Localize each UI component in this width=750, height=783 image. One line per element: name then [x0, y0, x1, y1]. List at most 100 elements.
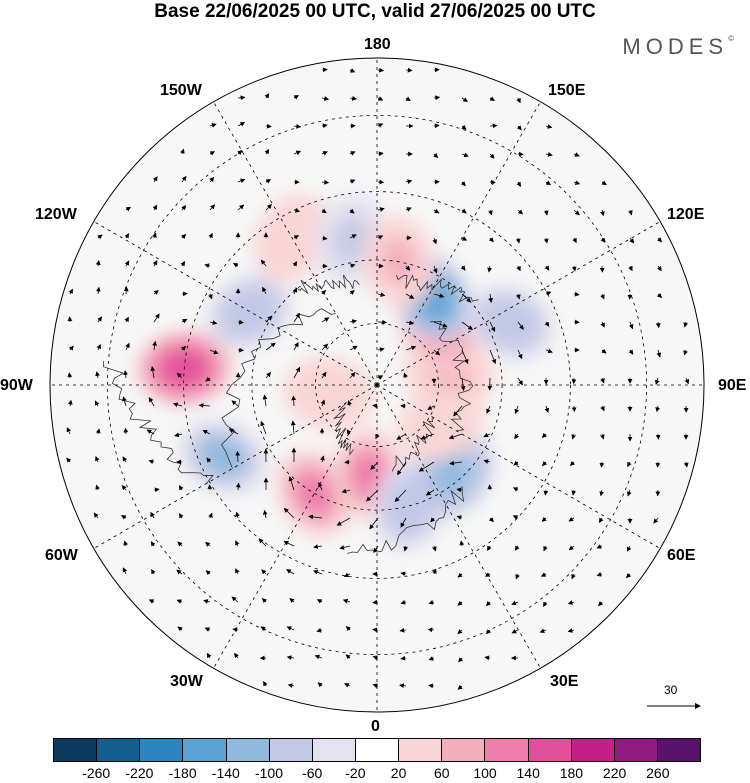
colorbar-tick-labels: -260 -220 -180 -140 -100 -60 -20 20 60 100 140 180 2… [53, 765, 701, 783]
meridian-line [213, 384, 378, 669]
wind-vector [206, 652, 212, 659]
wind-vector [628, 349, 634, 355]
wind-vector [97, 234, 103, 240]
anomaly-cell [431, 453, 473, 496]
lon-label-0: 0 [371, 718, 380, 735]
wind-vector [177, 626, 183, 632]
wind-vector [347, 400, 352, 407]
wind-vector [122, 396, 127, 407]
wind-vector [514, 545, 520, 551]
coastline-segment [221, 308, 336, 469]
wind-vector [95, 371, 100, 379]
lon-label-150e: 150E [548, 82, 586, 99]
wind-vector [541, 461, 548, 467]
wind-vector [95, 484, 100, 491]
wind-vector [349, 234, 357, 239]
wind-vector [124, 316, 129, 323]
wind-vector [517, 209, 524, 215]
wind-vector [541, 432, 547, 438]
coastline-segment [391, 417, 436, 472]
wind-vector [461, 208, 467, 214]
wind-vector [235, 540, 240, 547]
coastline-segment [103, 361, 214, 484]
wind-vector [517, 321, 524, 330]
wind-vector [97, 316, 103, 323]
wind-vector [208, 512, 213, 519]
wind-vector [366, 489, 379, 502]
wind-vector [460, 377, 466, 391]
lon-label-60w: 60W [45, 547, 78, 564]
colorbar-swatch [656, 739, 701, 761]
wind-vector [377, 207, 385, 212]
wind-vector [209, 123, 217, 128]
wind-vector [317, 682, 323, 688]
wind-vector [66, 457, 72, 463]
wind-vector [683, 321, 689, 328]
wind-vector [377, 375, 384, 380]
colorbar-swatch [527, 739, 571, 761]
wind-vector [349, 345, 358, 351]
wind-vector [67, 399, 73, 407]
meridian-line [376, 221, 661, 386]
wind-vector [517, 377, 523, 386]
wind-vector [344, 683, 351, 688]
wind-vector [540, 572, 547, 577]
wind-vector [208, 232, 213, 239]
wind-vector [545, 152, 553, 157]
wind-vector [459, 540, 465, 547]
wind-vector [457, 572, 463, 578]
latitude-circle [183, 191, 571, 579]
wind-vectors [66, 67, 689, 690]
wind-vector [237, 319, 244, 325]
wind-vector [628, 209, 633, 216]
wind-vector [235, 568, 240, 575]
wind-vector [261, 597, 267, 604]
wind-vector [400, 517, 407, 528]
wind-vector [123, 370, 128, 379]
colorbar-tick-label: -20 [345, 765, 366, 781]
wind-vector [571, 489, 577, 496]
coastline [103, 274, 479, 554]
wind-vector [181, 318, 188, 324]
wind-vector [448, 433, 463, 440]
wind-vector [485, 601, 492, 607]
brand-mark: © [728, 34, 734, 43]
wind-vector [573, 209, 580, 216]
wind-vector [153, 289, 159, 295]
wind-vector [349, 151, 356, 156]
wind-vector [123, 427, 129, 435]
wind-vector [95, 455, 100, 463]
wind-vector [405, 179, 413, 184]
wind-vector [313, 544, 323, 549]
wind-vector [626, 545, 632, 552]
wind-vector [377, 347, 385, 352]
wind-vector [66, 427, 72, 435]
wind-vector [262, 394, 268, 407]
wind-vector [287, 683, 295, 688]
wind-vector [599, 265, 605, 273]
wind-vector [449, 460, 463, 466]
wind-vector [600, 321, 605, 328]
wind-vector [487, 545, 492, 551]
wind-vector [125, 206, 131, 212]
wind-vector [237, 204, 245, 211]
wind-vector [94, 400, 100, 407]
wind-vector [405, 67, 413, 73]
wind-vector [489, 349, 497, 365]
map-background [50, 58, 704, 712]
wind-vector [405, 96, 411, 102]
colorbar-tick-label: -220 [125, 765, 154, 781]
wind-vector [399, 627, 407, 633]
wind-vector [461, 97, 468, 102]
wind-vector [514, 433, 520, 440]
wind-vector [286, 569, 295, 575]
colorbar-tick-label: 100 [473, 765, 497, 781]
wind-vector [377, 235, 384, 240]
wind-vector [427, 405, 435, 410]
wind-vector [264, 93, 270, 99]
wind-vector [428, 656, 435, 661]
wind-vector [342, 598, 351, 604]
wind-vector [237, 150, 243, 156]
anomaly-cell [200, 437, 246, 476]
